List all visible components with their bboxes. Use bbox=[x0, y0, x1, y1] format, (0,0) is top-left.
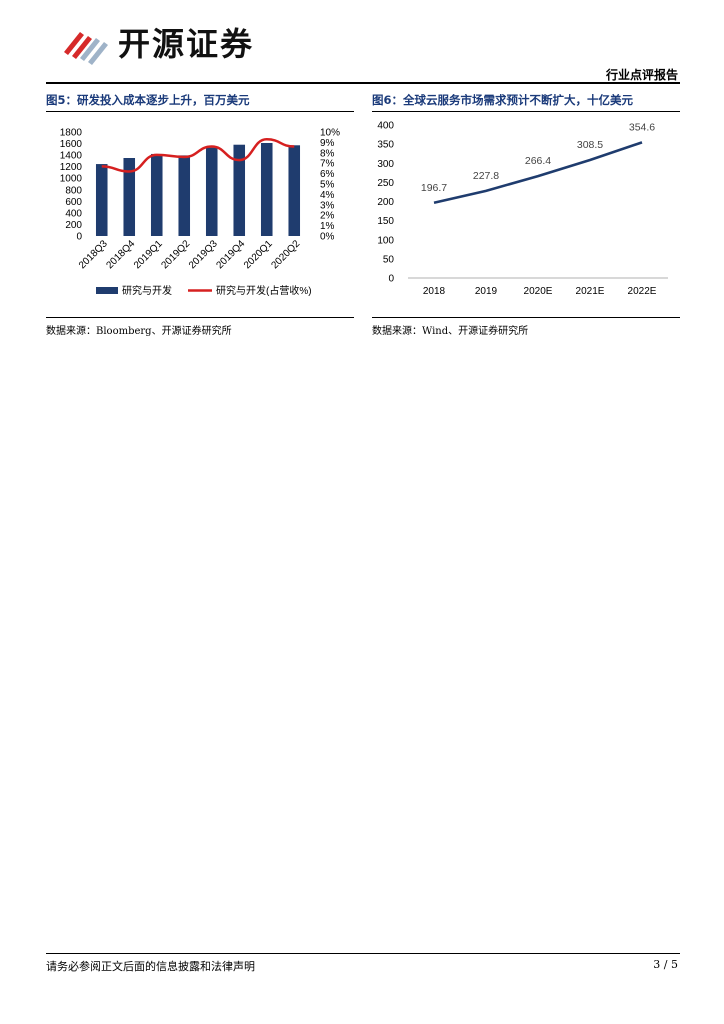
company-logo-icon bbox=[64, 32, 108, 65]
x-axis-tick: 2020Q1 bbox=[242, 238, 275, 271]
y-axis-tick: 200 bbox=[377, 197, 394, 208]
data-label: 227.8 bbox=[473, 170, 499, 182]
right-axis-tick: 6% bbox=[320, 169, 335, 180]
data-label: 196.7 bbox=[421, 182, 447, 194]
figure5-source: 数据来源：Bloomberg、开源证券研究所 bbox=[46, 326, 232, 337]
figure5-title-rule bbox=[46, 111, 354, 112]
x-axis-tick: 2022E bbox=[628, 286, 657, 297]
figure5-bottom-rule bbox=[46, 317, 354, 318]
right-axis-tick: 4% bbox=[320, 190, 335, 201]
right-axis-tick: 7% bbox=[320, 159, 335, 170]
bar bbox=[205, 147, 218, 236]
figure6-bottom-rule bbox=[372, 317, 680, 318]
data-label: 266.4 bbox=[525, 155, 551, 167]
x-axis-tick: 2019 bbox=[475, 286, 498, 297]
x-axis-tick: 2018 bbox=[423, 286, 446, 297]
figure6-title: 图6：全球云服务市场需求预计不断扩大，十亿美元 bbox=[372, 93, 633, 107]
y-axis-tick: 400 bbox=[377, 121, 394, 132]
right-axis-tick: 9% bbox=[320, 138, 335, 149]
footer-divider bbox=[46, 953, 680, 954]
y-axis-tick: 50 bbox=[383, 254, 395, 265]
bar bbox=[123, 158, 136, 236]
right-axis-tick: 1% bbox=[320, 221, 335, 232]
cloud-market-chart: 400 350 300 250 200 150 100 50 0 196.7 227.8 266.4 3… bbox=[377, 121, 668, 297]
left-axis-tick: 400 bbox=[65, 208, 82, 219]
figure6-source: 数据来源：Wind、开源证券研究所 bbox=[372, 326, 529, 337]
series-line bbox=[433, 141, 643, 205]
x-axis-tick: 2019Q4 bbox=[214, 238, 247, 271]
x-axis-tick: 2019Q1 bbox=[132, 238, 165, 271]
y-axis-tick: 150 bbox=[377, 216, 394, 227]
legend-bar-label: 研究与开发 bbox=[122, 284, 172, 297]
footer-disclaimer: 请务必参阅正文后面的信息披露和法律声明 bbox=[46, 960, 255, 973]
left-axis-tick: 1800 bbox=[60, 128, 83, 139]
right-axis-tick: 3% bbox=[320, 200, 335, 211]
y-axis-tick: 300 bbox=[377, 159, 394, 170]
y-axis-tick: 100 bbox=[377, 235, 394, 246]
left-axis-tick: 0 bbox=[76, 232, 82, 243]
left-axis-tick: 800 bbox=[65, 185, 82, 196]
left-axis-tick: 1200 bbox=[60, 162, 83, 173]
series-line bbox=[101, 138, 295, 173]
report-type-label: 行业点评报告 bbox=[605, 68, 678, 82]
data-label: 354.6 bbox=[629, 121, 655, 133]
left-axis-tick: 1400 bbox=[60, 151, 83, 162]
bar bbox=[233, 144, 246, 236]
page-number: 3 / 5 bbox=[653, 958, 678, 971]
x-axis-tick: 2020E bbox=[524, 286, 553, 297]
right-axis-tick: 5% bbox=[320, 180, 335, 191]
right-axis-tick: 8% bbox=[320, 148, 335, 159]
bar bbox=[150, 153, 163, 236]
bar bbox=[288, 145, 301, 236]
header-divider bbox=[46, 82, 680, 84]
bar bbox=[260, 142, 273, 236]
x-axis-tick: 2018Q3 bbox=[77, 238, 110, 271]
x-axis-tick: 2018Q4 bbox=[104, 238, 137, 271]
figure6-title-rule bbox=[372, 111, 680, 112]
left-axis-tick: 600 bbox=[65, 197, 82, 208]
left-axis-tick: 1000 bbox=[60, 174, 83, 185]
legend-bar-swatch bbox=[96, 287, 118, 294]
company-name: 开源证券 bbox=[118, 25, 255, 63]
x-axis-tick: 2019Q3 bbox=[187, 238, 220, 271]
right-axis-tick: 10% bbox=[320, 128, 340, 139]
left-axis-tick: 200 bbox=[65, 220, 82, 231]
x-axis-tick: 2019Q2 bbox=[159, 238, 192, 271]
y-axis-tick: 350 bbox=[377, 140, 394, 151]
y-axis-tick: 0 bbox=[388, 274, 394, 285]
data-label: 308.5 bbox=[577, 139, 603, 151]
x-axis-tick: 2020Q2 bbox=[269, 238, 302, 271]
bar bbox=[95, 164, 108, 236]
legend-line-label: 研究与开发(占营收%) bbox=[216, 284, 312, 297]
right-axis-tick: 2% bbox=[320, 211, 335, 222]
figure5-title: 图5：研发投入成本逐步上升，百万美元 bbox=[46, 93, 250, 107]
left-axis-tick: 1600 bbox=[60, 139, 83, 150]
bar bbox=[178, 155, 191, 236]
right-axis-tick: 0% bbox=[320, 232, 335, 243]
y-axis-tick: 250 bbox=[377, 178, 394, 189]
x-axis-tick: 2021E bbox=[576, 286, 605, 297]
